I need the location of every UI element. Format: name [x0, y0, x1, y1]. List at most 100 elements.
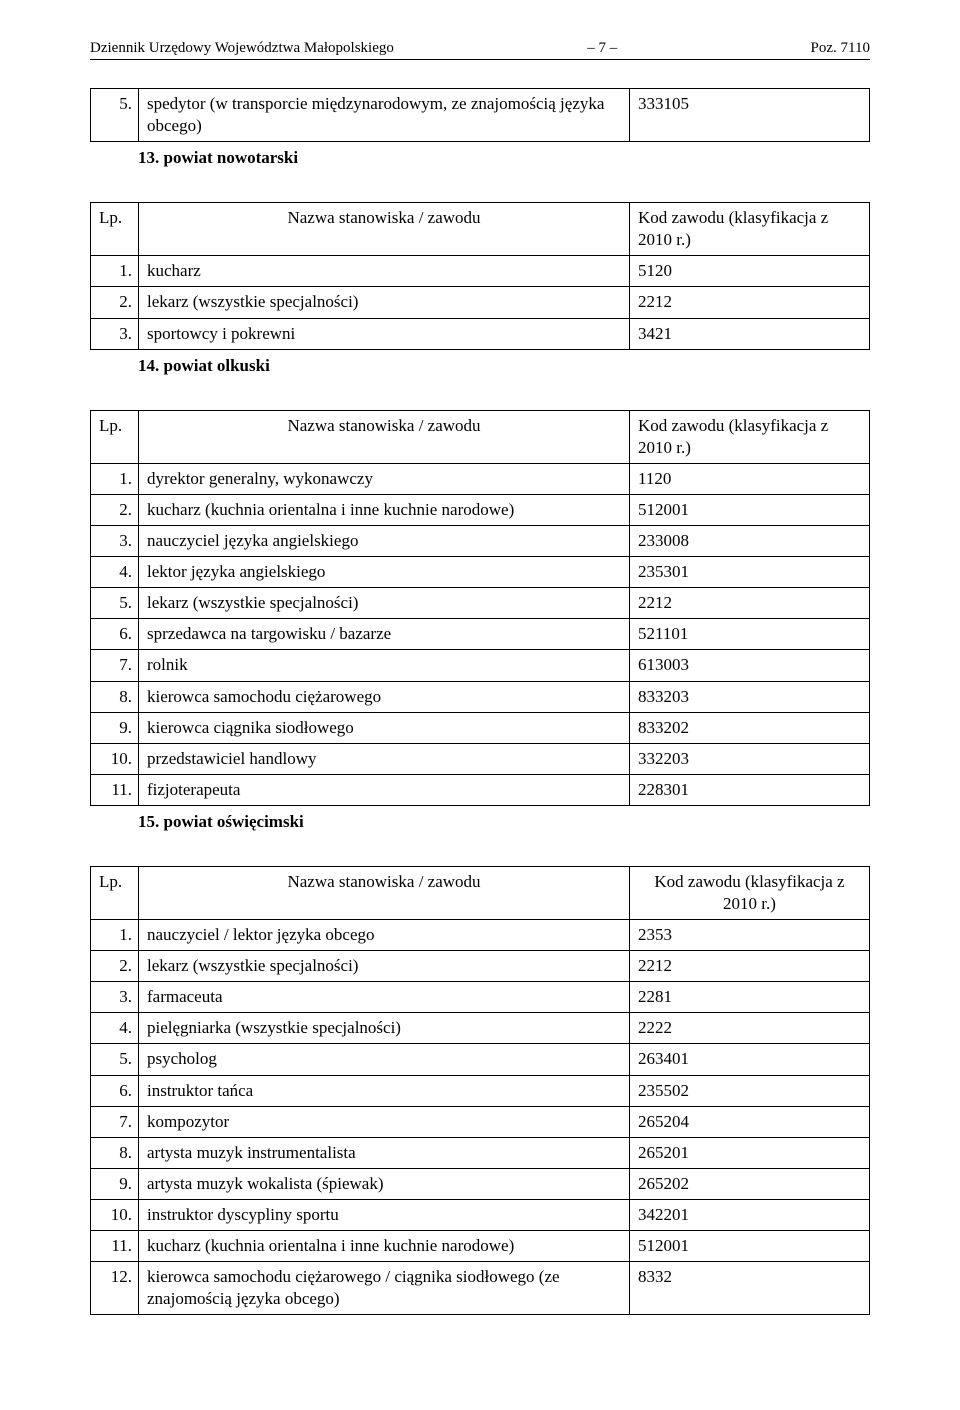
cell-name: kierowca samochodu ciężarowego	[139, 681, 630, 712]
cell-lp: 6.	[91, 1075, 139, 1106]
table-row: 3. sportowcy i pokrewni 3421	[91, 318, 870, 349]
cell-name: kierowca samochodu ciężarowego / ciągnik…	[139, 1262, 630, 1315]
cell-lp: 3.	[91, 526, 139, 557]
header-page-number: – 7 –	[587, 40, 617, 57]
cell-kod: 833203	[630, 681, 870, 712]
cell-lp: 1.	[91, 463, 139, 494]
table-row: 12.kierowca samochodu ciężarowego / ciąg…	[91, 1262, 870, 1315]
cell-lp: 2.	[91, 951, 139, 982]
cell-name: artysta muzyk wokalista (śpiewak)	[139, 1168, 630, 1199]
cell-kod: 265204	[630, 1106, 870, 1137]
table-row: 11.fizjoterapeuta228301	[91, 774, 870, 805]
table-row: 2. lekarz (wszystkie specjalności) 2212	[91, 287, 870, 318]
spacer	[90, 844, 870, 866]
cell-kod: 342201	[630, 1199, 870, 1230]
cell-kod: 265202	[630, 1168, 870, 1199]
cell-name: artysta muzyk instrumentalista	[139, 1137, 630, 1168]
cell-kod: 833202	[630, 712, 870, 743]
cell-lp: 3.	[91, 982, 139, 1013]
cell-name: lekarz (wszystkie specjalności)	[139, 287, 630, 318]
cell-lp: 9.	[91, 1168, 139, 1199]
cell-kod: 265201	[630, 1137, 870, 1168]
header-name: Nazwa stanowiska / zawodu	[139, 410, 630, 463]
header-lp: Lp.	[91, 410, 139, 463]
table-row: 7.kompozytor265204	[91, 1106, 870, 1137]
cell-lp: 5.	[91, 588, 139, 619]
table-row: 3.nauczyciel języka angielskiego233008	[91, 526, 870, 557]
cell-lp: 8.	[91, 1137, 139, 1168]
cell-kod: 2353	[630, 920, 870, 951]
cell-name: sprzedawca na targowisku / bazarze	[139, 619, 630, 650]
cell-kod: 263401	[630, 1044, 870, 1075]
cell-kod: 2281	[630, 982, 870, 1013]
table-row: 7.rolnik613003	[91, 650, 870, 681]
cell-lp: 4.	[91, 557, 139, 588]
cell-name: lektor języka angielskiego	[139, 557, 630, 588]
cell-lp: 1.	[91, 256, 139, 287]
cell-lp: 6.	[91, 619, 139, 650]
table-row: 8.artysta muzyk instrumentalista265201	[91, 1137, 870, 1168]
header-lp: Lp.	[91, 866, 139, 919]
table-powiat-nowotarski: Lp. Nazwa stanowiska / zawodu Kod zawodu…	[90, 202, 870, 349]
table-header-row: Lp. Nazwa stanowiska / zawodu Kod zawodu…	[91, 410, 870, 463]
cell-lp: 2.	[91, 494, 139, 525]
table-row: 1. kucharz 5120	[91, 256, 870, 287]
cell-name: farmaceuta	[139, 982, 630, 1013]
cell-kod: 512001	[630, 1231, 870, 1262]
cell-name: dyrektor generalny, wykonawczy	[139, 463, 630, 494]
table-row: 3.farmaceuta2281	[91, 982, 870, 1013]
header-kod: Kod zawodu (klasyfikacja z 2010 r.)	[630, 866, 870, 919]
cell-kod: 512001	[630, 494, 870, 525]
cell-kod: 233008	[630, 526, 870, 557]
cell-name: nauczyciel języka angielskiego	[139, 526, 630, 557]
table-row: 4.lektor języka angielskiego235301	[91, 557, 870, 588]
cell-kod: 332203	[630, 743, 870, 774]
cell-name: kucharz (kuchnia orientalna i inne kuchn…	[139, 1231, 630, 1262]
cell-lp: 2.	[91, 287, 139, 318]
cell-kod: 228301	[630, 774, 870, 805]
table-header-row: Lp. Nazwa stanowiska / zawodu Kod zawodu…	[91, 203, 870, 256]
cell-kod: 2212	[630, 588, 870, 619]
cell-kod: 2212	[630, 951, 870, 982]
cell-name: kucharz	[139, 256, 630, 287]
cell-name: sportowcy i pokrewni	[139, 318, 630, 349]
table-row: 1.nauczyciel / lektor języka obcego2353	[91, 920, 870, 951]
cell-kod: 235301	[630, 557, 870, 588]
cell-name: lekarz (wszystkie specjalności)	[139, 951, 630, 982]
table-row: 9.artysta muzyk wokalista (śpiewak)26520…	[91, 1168, 870, 1199]
table-row: 10.instruktor dyscypliny sportu342201	[91, 1199, 870, 1230]
table-row: 4.pielęgniarka (wszystkie specjalności)2…	[91, 1013, 870, 1044]
cell-kod: 521101	[630, 619, 870, 650]
cell-name: nauczyciel / lektor języka obcego	[139, 920, 630, 951]
table-row: 5.psycholog263401	[91, 1044, 870, 1075]
cell-kod: 3421	[630, 318, 870, 349]
cell-kod: 1120	[630, 463, 870, 494]
table-powiat-olkuski: Lp. Nazwa stanowiska / zawodu Kod zawodu…	[90, 410, 870, 806]
table-row: 8.kierowca samochodu ciężarowego833203	[91, 681, 870, 712]
header-lp: Lp.	[91, 203, 139, 256]
table-row: 5. spedytor (w transporcie międzynarodow…	[91, 89, 870, 142]
cell-lp: 11.	[91, 774, 139, 805]
cell-lp: 7.	[91, 650, 139, 681]
cell-lp: 9.	[91, 712, 139, 743]
cell-lp: 3.	[91, 318, 139, 349]
spacer	[90, 388, 870, 410]
table-header-row: Lp. Nazwa stanowiska / zawodu Kod zawodu…	[91, 866, 870, 919]
cell-lp: 5.	[91, 1044, 139, 1075]
table-row: 11.kucharz (kuchnia orientalna i inne ku…	[91, 1231, 870, 1262]
table-row: 1.dyrektor generalny, wykonawczy1120	[91, 463, 870, 494]
header-right: Poz. 7110	[811, 40, 870, 57]
cell-kod: 2222	[630, 1013, 870, 1044]
cell-lp: 1.	[91, 920, 139, 951]
cell-kod: 2212	[630, 287, 870, 318]
cell-name: fizjoterapeuta	[139, 774, 630, 805]
cell-kod: 235502	[630, 1075, 870, 1106]
table-row: 6.instruktor tańca235502	[91, 1075, 870, 1106]
header-name: Nazwa stanowiska / zawodu	[139, 866, 630, 919]
cell-kod: 8332	[630, 1262, 870, 1315]
page-header: Dziennik Urzędowy Województwa Małopolski…	[90, 40, 870, 60]
cell-lp: 11.	[91, 1231, 139, 1262]
cell-name: kierowca ciągnika siodłowego	[139, 712, 630, 743]
cell-kod: 613003	[630, 650, 870, 681]
section-14-title: 14. powiat olkuski	[138, 356, 870, 376]
